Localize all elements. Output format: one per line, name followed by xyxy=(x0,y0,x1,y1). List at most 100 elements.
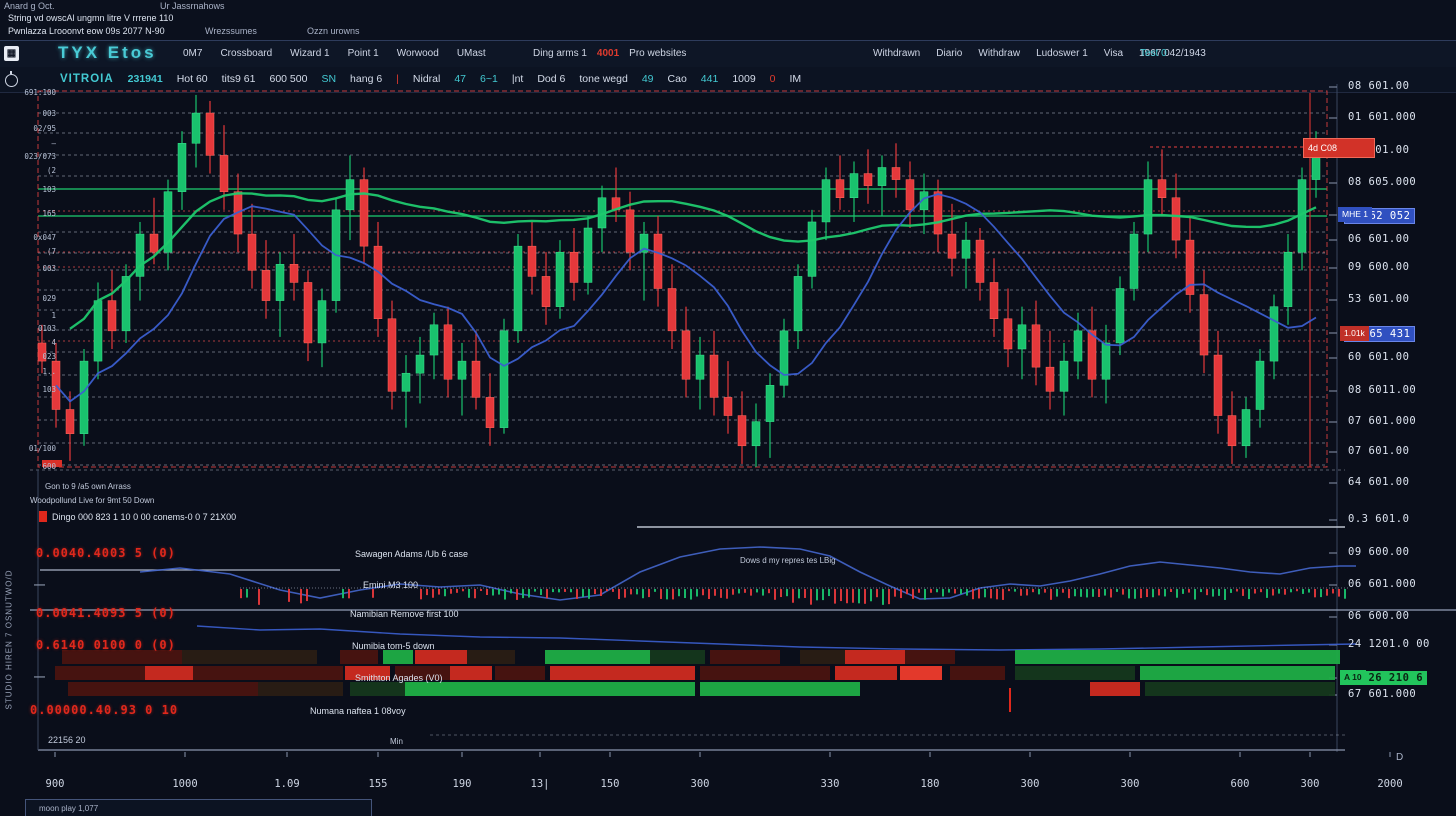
chart-toolbar xyxy=(0,67,1456,93)
toolbar-item-7[interactable]: 47 xyxy=(454,73,467,85)
toolbar-item-11[interactable]: tone wegd xyxy=(579,73,628,85)
nav-item-2[interactable]: Wizard 1 xyxy=(290,48,330,59)
level-tag[interactable]: 1.01k xyxy=(1340,326,1369,341)
indicator-b-label[interactable]: Sawagen Adams /Ub 6 case xyxy=(355,549,469,559)
status-tooltip-text: moon play 1,077 xyxy=(39,804,99,813)
indicator-g-value: 0.00000.40.93 0 10 xyxy=(30,703,179,717)
left-axis-label-17: 103 xyxy=(42,385,56,394)
toolbar-item-17[interactable]: IM xyxy=(789,73,802,85)
right-axis-label-15: 09 600.00 xyxy=(1348,546,1410,558)
right-axis-label-18: 24 1201.0 00 xyxy=(1348,638,1430,650)
right-axis-label-9: 60 601.00 xyxy=(1348,351,1410,363)
right-axis-label-17: 06 600.00 xyxy=(1348,610,1410,622)
left-axis-label-8: 0x047 xyxy=(33,233,56,242)
indicator-c-label[interactable]: Emini M3 100 xyxy=(363,580,419,590)
window-icon[interactable]: ▦ xyxy=(4,46,19,61)
indicator-c-dash: — xyxy=(34,579,45,591)
indicator-f-label[interactable]: Smithton Agades (V0) xyxy=(355,673,443,683)
nav-center-right[interactable]: Pro websites xyxy=(629,48,687,59)
indicator-a-icon xyxy=(39,511,44,522)
toolbar-item-12[interactable]: 49 xyxy=(641,73,654,85)
left-axis-label-5: (2 xyxy=(46,166,56,175)
time-axis-label-4: 190 xyxy=(452,778,472,790)
right-axis-label-20: 67 601.000 xyxy=(1348,688,1417,700)
time-axis-label-0: 900 xyxy=(45,778,65,790)
indicator-b-label2: Dows d my repres tes LBig xyxy=(740,556,836,565)
toolbar-item-6[interactable]: Nidral xyxy=(412,73,441,85)
nav-item-3[interactable]: Point 1 xyxy=(347,48,379,59)
left-axis-label-6: 103 xyxy=(42,185,56,194)
top-link-browser[interactable]: Ozzn urowns xyxy=(307,26,360,36)
right-axis-label-7: 53 601.00 xyxy=(1348,293,1410,305)
top-strip: Anard g Oct. Ur Jassrnahows String vd ow… xyxy=(0,0,1456,40)
nav-right-item-1[interactable]: Diario xyxy=(936,48,963,59)
left-axis-label-7: 165 xyxy=(42,209,56,218)
right-axis-label-6: 09 600.00 xyxy=(1348,261,1410,273)
indicator-d-label[interactable]: Namibian Remove first 100 xyxy=(350,609,459,619)
toolbar-item-0[interactable]: Hot 60 xyxy=(176,73,208,85)
toolbar-item-15[interactable]: 1009 xyxy=(732,73,756,85)
toolbar-items: VITROIA 231941 Hot 60 tits9 61 600 500 SN ha… xyxy=(60,73,801,85)
right-axis-label-10: 08 6011.00 xyxy=(1348,384,1417,396)
toolbar-item-13[interactable]: Cao xyxy=(667,73,687,85)
nav-right-item-2[interactable]: Withdraw xyxy=(978,48,1021,59)
indicator-e-value: 0.6140 0100 0 (0) xyxy=(36,638,176,652)
top-text-3: String vd owscAl ungmn litre V rrrene 11… xyxy=(8,13,174,23)
interval-button[interactable]: D xyxy=(1396,752,1404,763)
ind-header-2: Woodpollund Live for 9mt 50 Down xyxy=(30,496,155,505)
toolbar-item-8[interactable]: 6~1 xyxy=(480,73,498,85)
symbol-label[interactable]: VITROIA xyxy=(60,73,114,85)
left-axis-label-2: 02/95 xyxy=(33,124,56,133)
indicator-a-label[interactable]: Dingo 000 823 1 10 0 00 conems-0 0 7 21X… xyxy=(52,512,237,522)
nav-item-4[interactable]: Worwood xyxy=(396,48,439,59)
top-text-1: Anard g Oct. xyxy=(4,1,55,11)
left-axis-label-11: 029 xyxy=(42,294,56,303)
time-axis-label-11: 300 xyxy=(1120,778,1140,790)
nav-item-0[interactable]: 0M7 xyxy=(183,48,203,59)
nav-menu: 0M7 Crossboard Wizard 1 Point 1 Worwood UMast xyxy=(183,48,486,59)
nav-right-item-0[interactable]: Withdrawn xyxy=(873,48,921,59)
buy-tag[interactable]: A 10 xyxy=(1340,670,1366,685)
nav-right-item-5[interactable]: 1967 042/1943 xyxy=(1139,48,1206,59)
top-link-welcome[interactable]: Wrezssumes xyxy=(205,26,257,36)
nav-center: Ding arms 1 4001 Pro websites xyxy=(533,48,686,59)
left-axis-label-0: 691:100 xyxy=(24,88,56,97)
right-axis-label-14: 0.3 601.0 xyxy=(1348,513,1410,525)
right-axis-label-5: 06 601.00 xyxy=(1348,233,1410,245)
nav-item-1[interactable]: Crossboard xyxy=(220,48,273,59)
time-axis-label-9: 180 xyxy=(920,778,940,790)
toolbar-item-3[interactable]: SN xyxy=(321,73,337,85)
right-axis-label-13: 64 601.00 xyxy=(1348,476,1410,488)
indicator-e-label[interactable]: Numibia tom-5 down xyxy=(352,641,435,651)
clock-icon[interactable] xyxy=(5,71,18,87)
nav-right-item-3[interactable]: Ludoswer 1 xyxy=(1036,48,1088,59)
toolbar-item-5[interactable]: | xyxy=(396,73,399,85)
nav-right-item-4[interactable]: Visa xyxy=(1103,48,1124,59)
time-axis-label-3: 155 xyxy=(368,778,388,790)
time-axis-label-13: 300 xyxy=(1300,778,1320,790)
toolbar-item-10[interactable]: Dod 6 xyxy=(537,73,566,85)
left-axis-label-9: (7 xyxy=(46,247,56,256)
nav-test-link[interactable]: Test 0 xyxy=(1140,48,1167,59)
toolbar-item-14[interactable]: 441 xyxy=(700,73,719,85)
nav-alert-count[interactable]: 4001 xyxy=(596,48,620,59)
toolbar-item-1[interactable]: tits9 61 xyxy=(221,73,256,85)
time-axis-label-7: 300 xyxy=(690,778,710,790)
toolbar-item-9[interactable]: |nt xyxy=(511,73,524,85)
time-axis-label-12: 600 xyxy=(1230,778,1250,790)
indicator-g-label[interactable]: Numana naftea 1 08voy xyxy=(310,706,406,716)
left-axis-label-3: — xyxy=(51,139,56,148)
toolbar-item-2[interactable]: 600 500 xyxy=(269,73,308,85)
right-axis-label-3: 08 605.000 xyxy=(1348,176,1417,188)
nav-center-label[interactable]: Ding arms 1 xyxy=(533,48,587,59)
sell-tag[interactable]: MHE 1 xyxy=(1338,207,1372,222)
nav-item-5[interactable]: UMast xyxy=(456,48,486,59)
toolbar-item-4[interactable]: hang 6 xyxy=(350,73,383,85)
left-axis-label-10: 003 xyxy=(42,264,56,273)
left-axis-label-13: 0103 xyxy=(37,324,56,333)
app-logo[interactable]: TYX Etos xyxy=(58,43,157,62)
nav-right-menu: Withdrawn Diario Withdraw Ludoswer 1 Visa 196… xyxy=(873,48,1206,59)
toolbar-item-16[interactable]: 0 xyxy=(769,73,776,85)
pane-footer-label[interactable]: Min xyxy=(390,737,403,746)
